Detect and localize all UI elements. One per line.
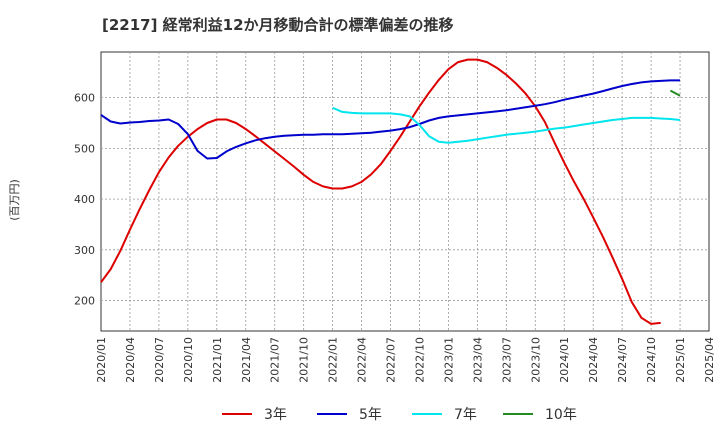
x-axis: 2020/01 2020/04 2020/07 2020/10 2021/01 2021/…: [95, 337, 716, 383]
y-tick-label: 400: [74, 193, 95, 206]
legend-item: 5年: [317, 407, 382, 423]
x-tick-label: 2025/04: [703, 337, 716, 383]
x-tick-label: 2021/01: [211, 337, 224, 383]
x-tick-label: 2020/10: [182, 337, 195, 383]
x-tick-label: 2021/10: [298, 337, 311, 383]
x-tick-label: 2023/07: [500, 337, 513, 383]
series-line-10年: [669, 89, 681, 97]
y-tick-label: 200: [74, 295, 95, 308]
series-line-3年: [100, 58, 661, 325]
x-tick-label: 2020/04: [124, 337, 137, 383]
x-tick-label: 2021/04: [240, 337, 253, 383]
plot-area: [100, 51, 710, 332]
y-axis-label: (百万円): [8, 179, 21, 221]
x-tick-label: 2023/01: [442, 337, 455, 383]
x-tick-label: 2023/10: [529, 337, 542, 383]
legend-item: 10年: [503, 407, 577, 423]
legend-label: 3年: [264, 407, 287, 423]
series-line-7年: [332, 106, 681, 144]
y-tick-label: 600: [74, 92, 95, 105]
x-tick-label: 2023/04: [471, 337, 484, 383]
x-tick-label: 2022/07: [385, 337, 398, 383]
x-tick-label: 2022/01: [327, 337, 340, 383]
x-tick-label: 2024/10: [645, 337, 658, 383]
series-lines: [100, 58, 681, 325]
x-tick-label: 2020/07: [153, 337, 166, 383]
x-tick-label: 2022/04: [356, 337, 369, 383]
x-tick-label: 2025/01: [674, 337, 687, 383]
y-tick-label: 500: [74, 142, 95, 155]
legend-item: 3年: [222, 407, 287, 423]
grid: [101, 52, 709, 331]
legend-label: 5年: [359, 407, 382, 423]
x-tick-label: 2024/07: [616, 337, 629, 383]
y-axis: 200 300 400 500 600: [74, 92, 95, 308]
legend-label: 7年: [454, 407, 477, 423]
x-tick-label: 2022/10: [413, 337, 426, 383]
x-tick-label: 2024/04: [587, 337, 600, 383]
legend-item: 7年: [412, 407, 477, 423]
x-tick-label: 2020/01: [95, 337, 108, 383]
legend: 3年 5年 7年 10年: [222, 407, 577, 423]
x-tick-label: 2021/07: [269, 337, 282, 383]
x-tick-label: 2024/01: [558, 337, 571, 383]
legend-label: 10年: [545, 407, 577, 423]
y-tick-label: 300: [74, 244, 95, 257]
chart-title: [2217] 経常利益12か月移動合計の標準偏差の推移: [102, 16, 454, 34]
series-line-5年: [100, 79, 680, 160]
